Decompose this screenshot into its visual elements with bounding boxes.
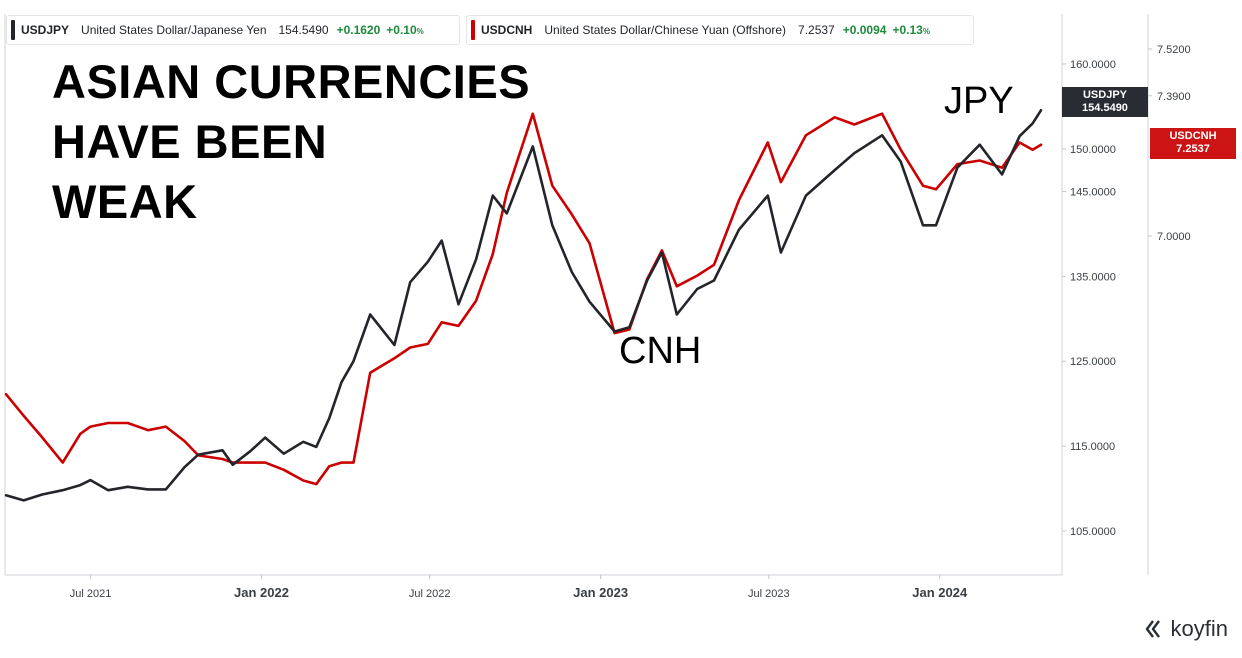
left-tick-label: 125.0000: [1070, 356, 1116, 368]
x-tick-label: Jul 2021: [70, 588, 112, 600]
x-tick-label: Jul 2022: [409, 588, 451, 600]
x-tick-label: Jan 2022: [234, 585, 289, 600]
legend-usdjpy[interactable]: USDJPY United States Dollar/Japanese Yen…: [6, 15, 460, 45]
legend-percent: +0.10%: [386, 23, 424, 37]
legend-change: +0.0094: [842, 23, 887, 37]
legend-swatch: [471, 20, 475, 40]
legend-price: 7.2537: [798, 23, 835, 37]
legend-description: United States Dollar/Japanese Yen: [81, 23, 267, 37]
price-tag-usdjpy: USDJPY 154.5490: [1062, 87, 1148, 117]
left-tick-label: 150.0000: [1070, 144, 1116, 156]
left-tick-label: 135.0000: [1070, 271, 1116, 283]
price-tag-symbol: USDCNH: [1169, 130, 1217, 142]
left-tick-label: 160.0000: [1070, 59, 1116, 71]
legend-swatch: [11, 20, 15, 40]
legend-symbol: USDJPY: [21, 23, 70, 37]
left-tick-label: 145.0000: [1070, 186, 1116, 198]
legend-price: 154.5490: [278, 23, 329, 37]
legend-usdcnh[interactable]: USDCNH United States Dollar/Chinese Yuan…: [466, 15, 974, 45]
koyfin-mark-icon: [1145, 620, 1160, 638]
x-tick-label: Jan 2023: [573, 585, 628, 600]
legend-symbol: USDCNH: [481, 23, 533, 37]
price-tag-usdcnh: USDCNH 7.2537: [1150, 128, 1236, 159]
left-tick-label: 115.0000: [1070, 441, 1115, 453]
brand-name: koyfin: [1170, 616, 1228, 641]
annotation-jpy: JPY: [944, 80, 1014, 122]
right-tick-label: 7.5200: [1157, 44, 1191, 56]
annotation-cnh: CNH: [619, 330, 702, 372]
legend-percent: +0.13%: [892, 23, 930, 37]
headline: ASIAN CURRENCIES HAVE BEEN WEAK: [52, 52, 530, 232]
headline-line-1: ASIAN CURRENCIES: [52, 55, 531, 108]
series-line-usdjpy: [4, 109, 1043, 502]
price-tag-value: 7.2537: [1176, 143, 1210, 155]
headline-line-3: WEAK: [52, 175, 198, 228]
series-line-usdcnh: [4, 112, 1043, 486]
left-tick-label: 105.0000: [1070, 526, 1116, 538]
headline-line-2: HAVE BEEN: [52, 115, 328, 168]
right-tick-label: 7.3900: [1157, 91, 1191, 103]
right-tick-label: 7.0000: [1157, 231, 1191, 243]
x-tick-label: Jan 2024: [912, 585, 968, 600]
price-tag-value: 154.5490: [1082, 102, 1128, 114]
x-tick-label: Jul 2023: [748, 588, 790, 600]
legend-description: United States Dollar/Chinese Yuan (Offsh…: [544, 23, 787, 37]
koyfin-logo: koyfin: [1145, 616, 1228, 642]
legend-change: +0.1620: [336, 23, 381, 37]
price-tag-symbol: USDJPY: [1082, 89, 1128, 101]
